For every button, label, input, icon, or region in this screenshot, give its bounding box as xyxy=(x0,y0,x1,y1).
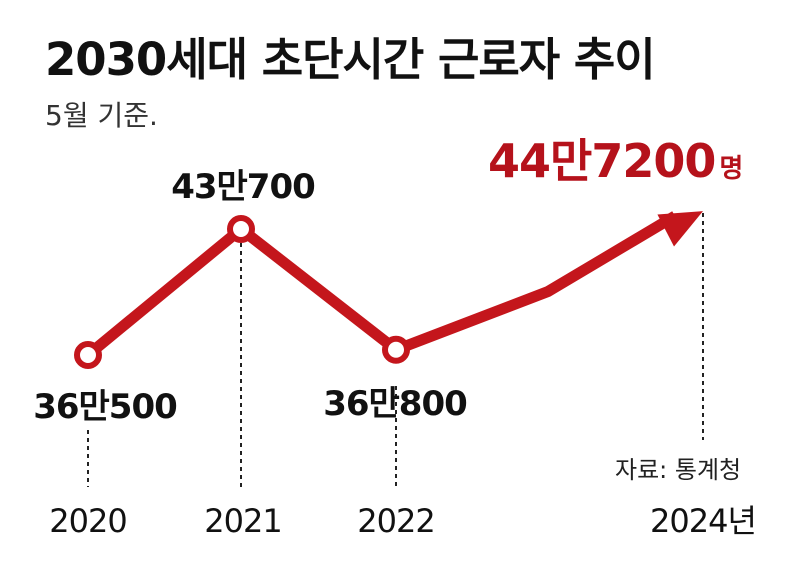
marker-2020 xyxy=(74,341,102,369)
source-note: 자료: 통계청 xyxy=(615,456,741,484)
marker-2022 xyxy=(382,335,410,364)
data-label-2021: 43만700 xyxy=(171,167,315,207)
x-axis-ticks: 2020 2021 2022 2024년 xyxy=(49,502,757,540)
x-tick-0: 2020 xyxy=(49,502,126,540)
highlight-unit: 명 xyxy=(719,154,742,184)
arrowhead-2024 xyxy=(657,211,703,247)
data-label-2020: 36만500 xyxy=(33,387,177,427)
chart-title: 2030세대 초단시간 근로자 추이 xyxy=(45,33,655,86)
marker-2021 xyxy=(227,215,255,243)
highlight-value: 44만7200 xyxy=(488,134,715,188)
x-tick-1: 2021 xyxy=(204,502,281,540)
data-labels: 36만500 43만700 36만800 44만7200 명 xyxy=(33,134,743,427)
x-tick-3: 2024년 xyxy=(650,502,756,540)
data-label-highlight: 44만7200 명 xyxy=(488,134,742,188)
data-label-2022: 36만800 xyxy=(323,384,467,424)
x-tick-2: 2022 xyxy=(357,502,434,540)
trend-line xyxy=(84,211,703,360)
guide-lines xyxy=(87,213,704,487)
data-markers xyxy=(74,215,410,369)
chart-subtitle: 5월 기준. xyxy=(45,99,158,132)
series-line xyxy=(84,211,678,360)
